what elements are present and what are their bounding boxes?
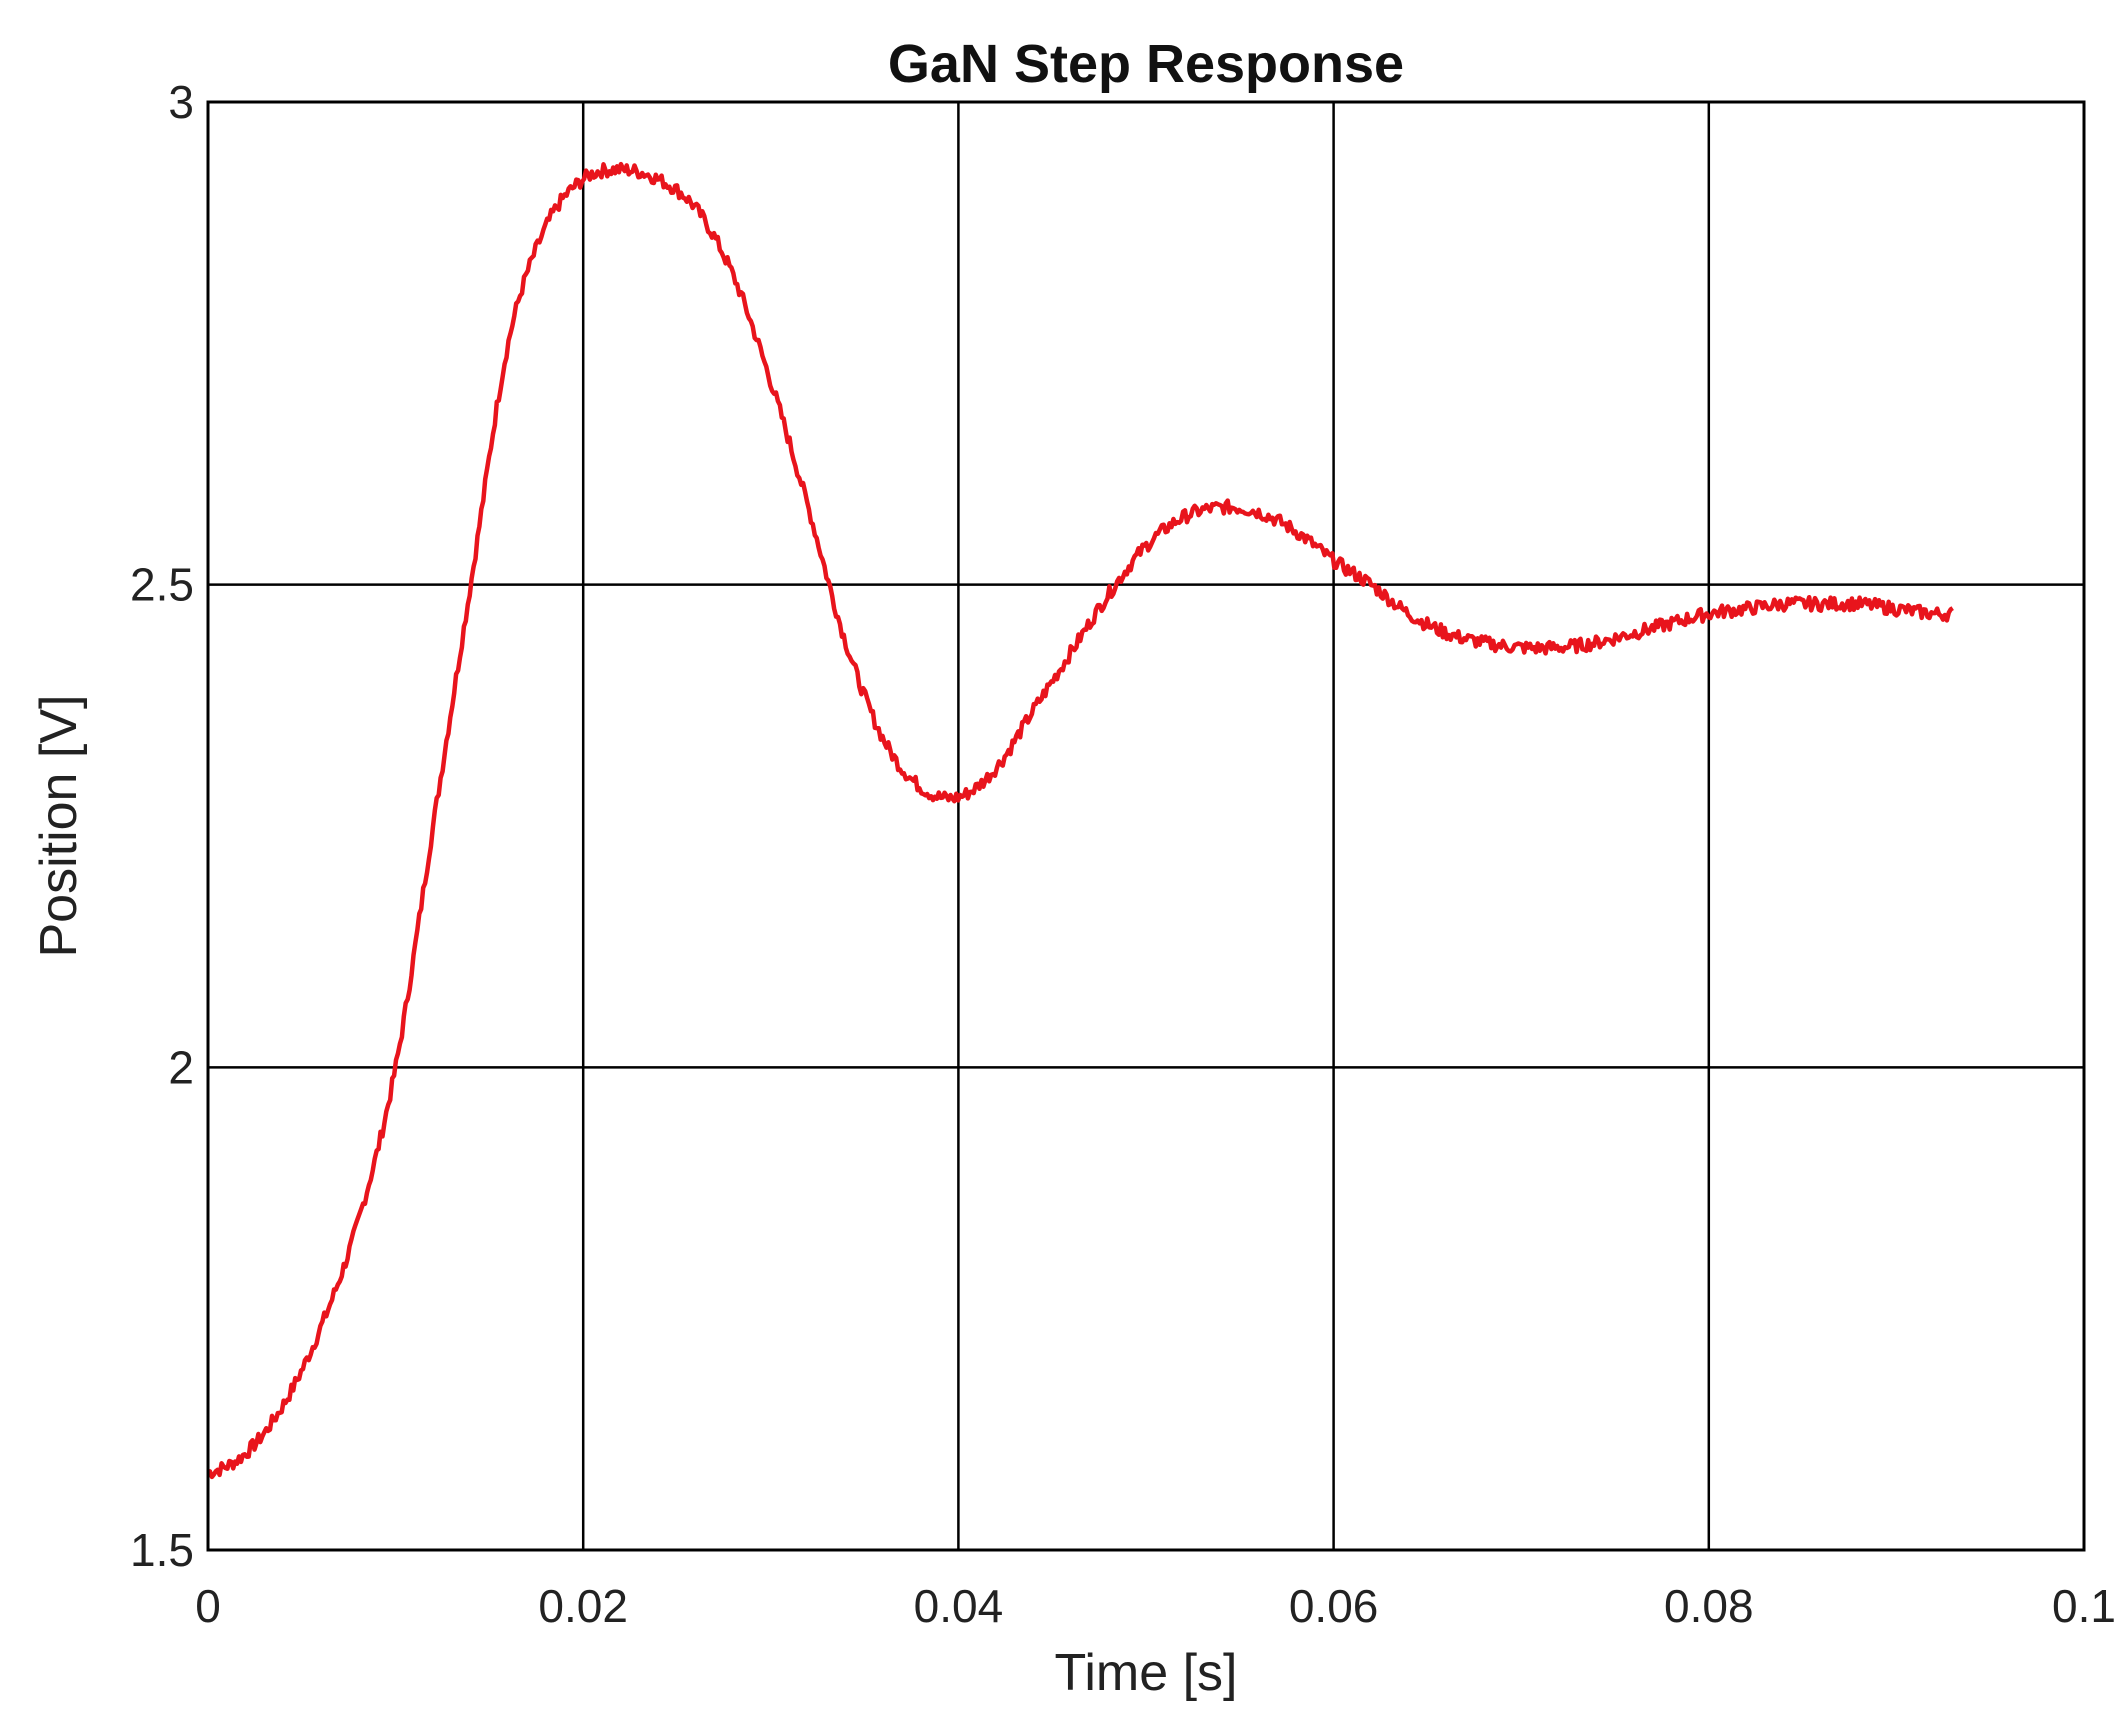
x-tick-label: 0.06 [1289,1580,1379,1632]
y-axis-label: Position [V] [30,694,88,957]
plot-area-frame [206,100,2086,1552]
y-tick-label: 2.5 [130,559,194,611]
x-tick-label: 0.1 [2052,1580,2116,1632]
grid-lines [208,102,2084,1550]
tick-labels: 0 0.02 0.04 0.06 0.08 0.1 1.5 2 2.5 3 [130,76,2116,1632]
x-tick-label: 0.08 [1664,1580,1754,1632]
x-tick-label: 0.02 [538,1580,628,1632]
series-line [206,161,1954,1480]
y-tick-label: 2 [168,1041,194,1093]
y-tick-label: 3 [168,76,194,128]
x-tick-label: 0 [195,1580,221,1632]
chart-title: GaN Step Response [888,34,1404,94]
x-tick-label: 0.04 [914,1580,1004,1632]
x-axis-label: Time [s] [1055,1644,1238,1702]
series-layer [206,161,1954,1480]
y-tick-label: 1.5 [130,1524,194,1576]
